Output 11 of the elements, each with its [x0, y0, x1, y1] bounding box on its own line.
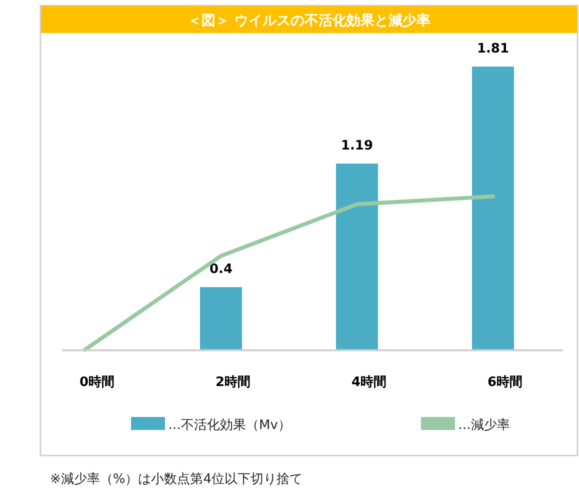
- text: ※減少率（%）は小数点第4位以下切り捨て: [50, 471, 303, 487]
- x-tick-label: 0時間: [79, 375, 115, 390]
- x-tick-label: 2時間: [215, 375, 251, 390]
- x-tick-label: 4時間: [351, 375, 387, 390]
- data-label: 1.81: [476, 42, 510, 57]
- legend-label: …不活化効果（Mv）: [168, 418, 291, 433]
- x-tick-label: 6時間: [487, 375, 523, 390]
- legend-label: …減少率: [458, 417, 510, 433]
- data-label: 1.19: [340, 138, 374, 154]
- chart-title: ＜図＞ ウイルスの不活化効果と減少率: [188, 12, 430, 29]
- data-label: 0.4: [209, 262, 233, 278]
